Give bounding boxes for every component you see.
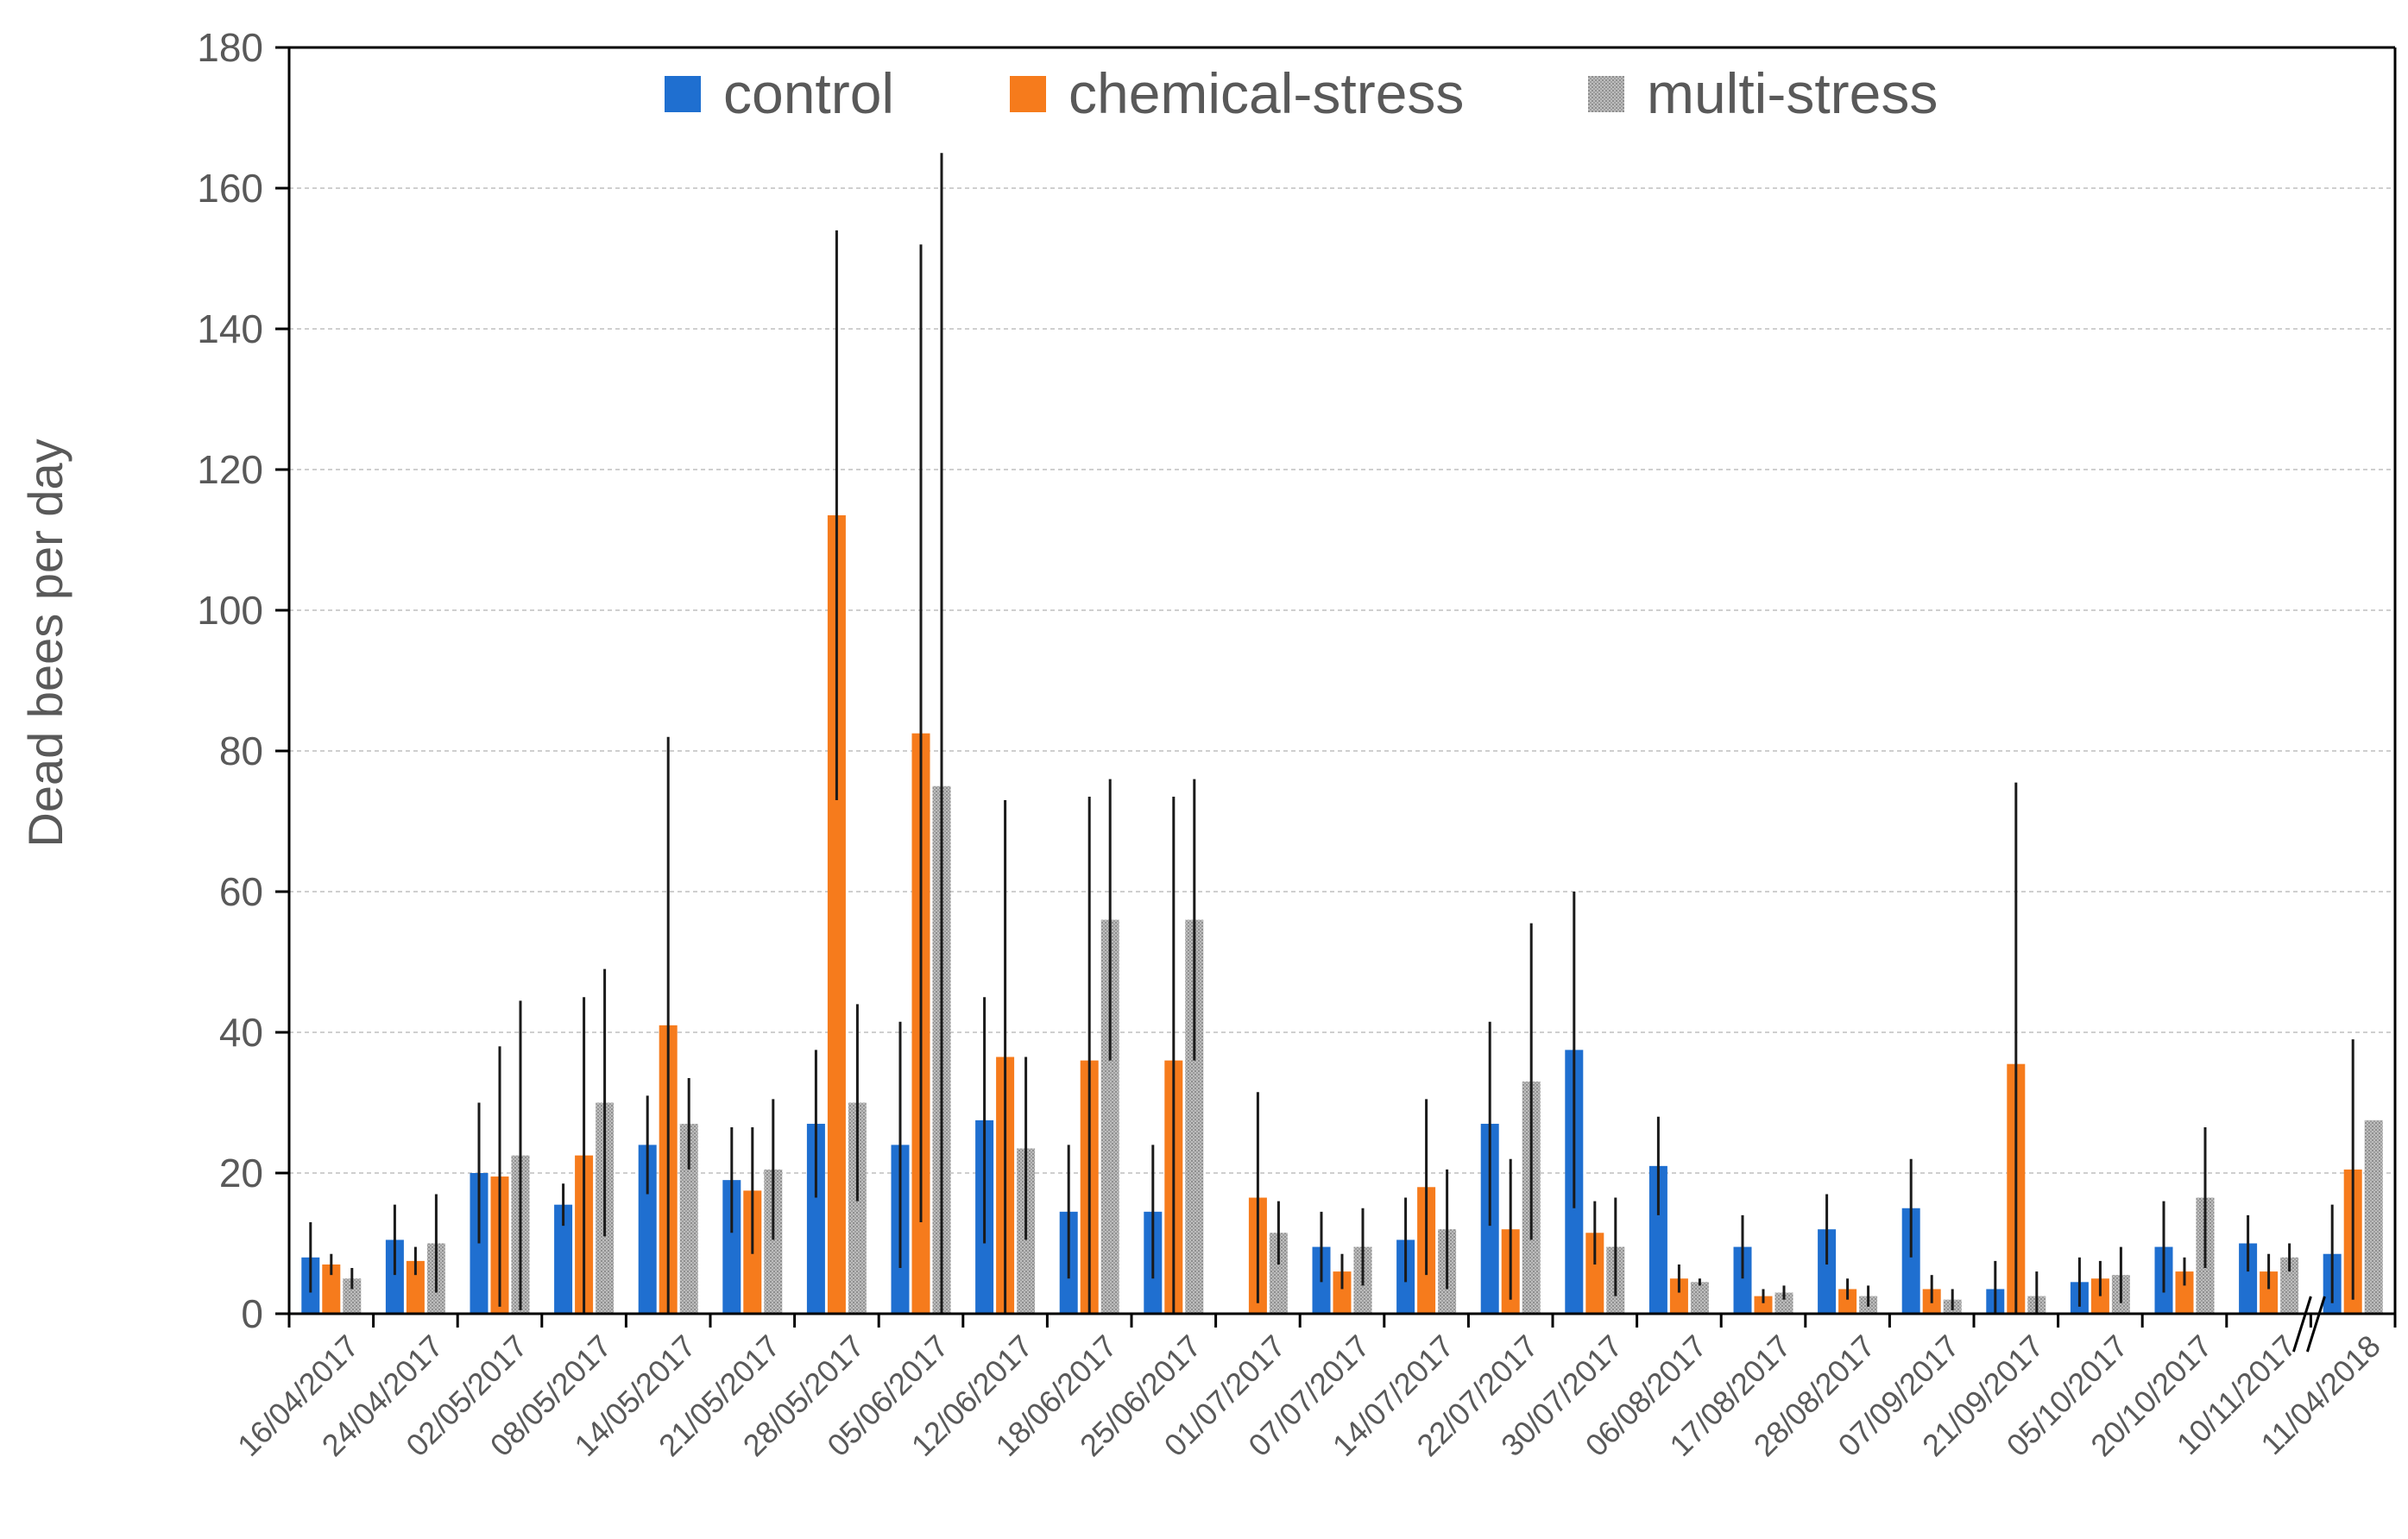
- bar-multi-stress-28-05-2017: [848, 1102, 867, 1314]
- legend-swatch-control: [665, 76, 701, 112]
- bar-control-06-08-2017: [1648, 1165, 1667, 1314]
- bars: [301, 514, 2383, 1314]
- bar-multi-stress-18-06-2017: [1100, 919, 1119, 1314]
- legend: control chemical-stress multi-stress: [665, 61, 1938, 125]
- y-tick-label-20: 20: [219, 1151, 263, 1195]
- bar-chemical-stress-24-04-2017: [406, 1260, 425, 1314]
- bar-multi-stress-11-04-2018: [2364, 1120, 2383, 1314]
- y-tick-label-140: 140: [197, 306, 263, 351]
- bar-chemical-stress-30-07-2017: [1585, 1233, 1604, 1314]
- bar-chemical-stress-28-05-2017: [827, 514, 846, 1314]
- legend-label-chemical-stress: chemical-stress: [1068, 61, 1464, 125]
- y-tick-label-180: 180: [197, 25, 263, 70]
- axis-break-mark-1: [2305, 1296, 2326, 1353]
- bar-multi-stress-21-05-2017: [764, 1169, 783, 1314]
- bar-control-08-05-2017: [554, 1204, 573, 1314]
- bar-multi-stress-17-08-2017: [1774, 1292, 1793, 1314]
- legend-label-control: control: [723, 61, 894, 125]
- y-tick-label-100: 100: [197, 588, 263, 633]
- bar-chemical-stress-20-10-2017: [2175, 1271, 2194, 1314]
- bar-control-28-05-2017: [806, 1123, 825, 1314]
- bar-multi-stress-25-06-2017: [1185, 919, 1204, 1314]
- legend-swatch-multi-stress: [1588, 76, 1624, 112]
- x-axis-labels: 16/04/201724/04/201702/05/201708/05/2017…: [230, 1328, 2387, 1463]
- bar-control-24-04-2017: [385, 1239, 404, 1314]
- bar-control-28-08-2017: [1818, 1229, 1837, 1314]
- axis-break-mark-0: [2291, 1296, 2312, 1353]
- y-tick-label-60: 60: [219, 869, 263, 914]
- bar-chemical-stress-17-08-2017: [1754, 1296, 1773, 1314]
- y-tick-label-120: 120: [197, 447, 263, 492]
- bar-control-21-05-2017: [722, 1180, 741, 1314]
- y-tick-label-0: 0: [241, 1291, 263, 1336]
- bar-multi-stress-06-08-2017: [1690, 1282, 1709, 1314]
- bar-chemical-stress-16-04-2017: [322, 1264, 341, 1314]
- legend-label-multi-stress: multi-stress: [1647, 61, 1938, 125]
- bar-multi-stress-01-07-2017: [1269, 1233, 1288, 1314]
- bar-multi-stress-16-04-2017: [343, 1278, 362, 1314]
- bar-control-17-08-2017: [1733, 1246, 1752, 1314]
- y-tick-label-80: 80: [219, 729, 263, 773]
- y-tick-label-40: 40: [219, 1010, 263, 1055]
- bar-chemical-stress-28-08-2017: [1838, 1289, 1857, 1314]
- bar-multi-stress-10-11-2017: [2280, 1257, 2299, 1314]
- bar-multi-stress-14-05-2017: [679, 1123, 698, 1314]
- bar-chemical-stress-06-08-2017: [1669, 1278, 1688, 1314]
- bar-control-10-11-2017: [2239, 1243, 2258, 1314]
- y-axis-title: Dead bees per day: [18, 438, 72, 847]
- bar-control-07-09-2017: [1901, 1208, 1920, 1314]
- bar-control-14-05-2017: [638, 1145, 657, 1314]
- y-axis-ticks: 0 20 40 60 80 100 120 140 160 180: [197, 25, 289, 1336]
- y-tick-label-160: 160: [197, 166, 263, 211]
- legend-swatch-chemical-stress: [1010, 76, 1046, 112]
- axes: [287, 46, 2397, 1353]
- error-bars: [309, 153, 2354, 1314]
- bar-chemical-stress-07-07-2017: [1333, 1271, 1352, 1314]
- bar-chemical-stress-10-11-2017: [2260, 1271, 2279, 1314]
